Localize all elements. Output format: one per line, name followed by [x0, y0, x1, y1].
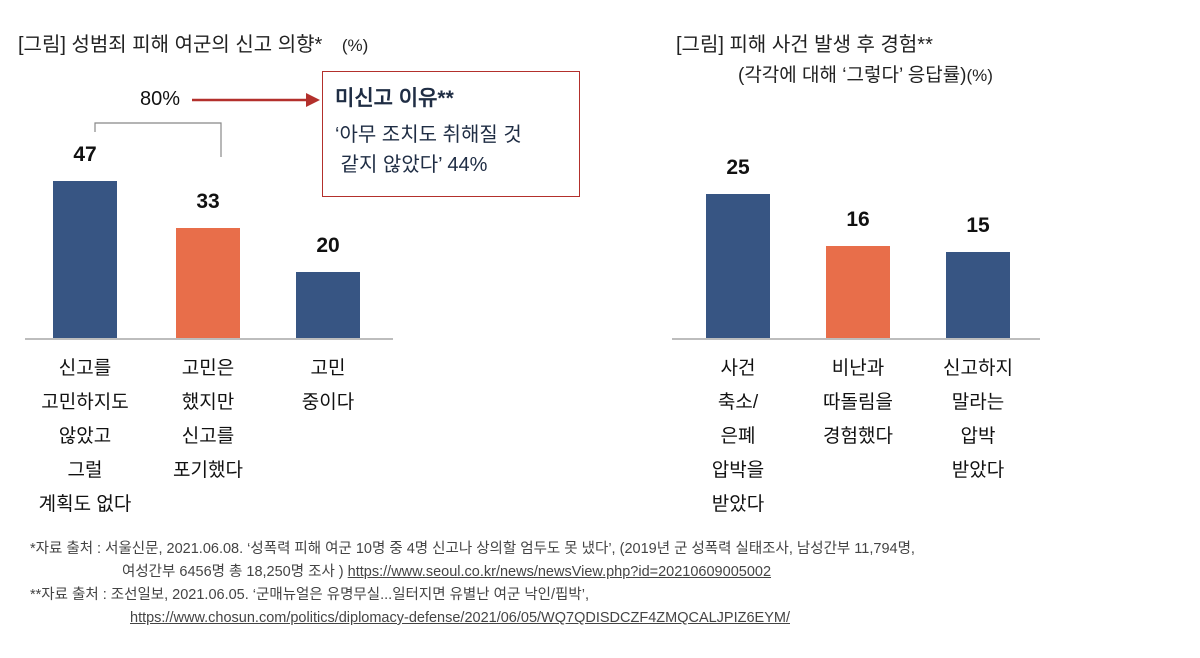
- arrow-head-icon: [306, 93, 320, 107]
- value-label: 16: [846, 208, 870, 232]
- footnotes: *자료 출처 : 서울신문, 2021.06.08. ‘성폭력 피해 여군 10…: [30, 538, 915, 630]
- callout-box: 미신고 이유** ‘아무 조치도 취해질 것 같지 않았다’ 44%: [322, 71, 580, 197]
- category-label: 비난과 따돌림을 경험했다: [823, 358, 893, 447]
- footnote-1-line1: *자료 출처 : 서울신문, 2021.06.08. ‘성폭력 피해 여군 10…: [30, 541, 915, 557]
- left-baseline: [25, 338, 393, 340]
- category-label: 신고를 고민하지도 않았고 그럴 계획도 없다: [38, 358, 132, 515]
- bar: [296, 271, 360, 339]
- value-label: 20: [316, 233, 340, 257]
- bar: [946, 252, 1010, 339]
- callout-title: 미신고 이유**: [335, 87, 454, 110]
- value-label: 15: [966, 214, 990, 237]
- left-chart-title: [그림] 성범죄 피해 여군의 신고 의향* (%): [18, 28, 368, 57]
- left-unit: (%): [341, 36, 369, 55]
- category-label: 사건 축소/ 은폐 압박을 받았다: [711, 358, 765, 515]
- right-baseline: [672, 338, 1040, 340]
- right-chart-title: [그림] 피해 사건 발생 후 경험**: [676, 34, 933, 56]
- left-title-text: [그림] 성범죄 피해 여군의 신고 의향*: [18, 34, 323, 56]
- category-label: 고민은 했지만 신고를 포기했다: [173, 358, 243, 481]
- bar: [53, 181, 117, 339]
- footnote-2-line1: **자료 출처 : 조선일보, 2021.06.05. ‘군매뉴얼은 유명무실.…: [30, 587, 589, 603]
- category-label: 신고하지 말라는 압박 받았다: [943, 358, 1013, 481]
- bracket-and-arrow: [94, 93, 320, 157]
- right-subtitle-text: (각각에 대해 ‘그렇다’ 응답률): [738, 65, 967, 86]
- value-label: 33: [196, 190, 220, 214]
- callout-text-2: 같지 않았다’ 44%: [335, 154, 488, 176]
- callout-text-1: ‘아무 조치도 취해질 것: [335, 124, 522, 146]
- bracket-line: [94, 122, 222, 157]
- bar: [706, 194, 770, 339]
- bar: [176, 228, 240, 339]
- right-unit: (%): [966, 66, 993, 85]
- value-label: 47: [73, 143, 97, 166]
- bracket-label: 80%: [140, 88, 181, 110]
- footnote-2-link[interactable]: https://www.chosun.com/politics/diplomac…: [130, 610, 790, 626]
- right-chart-subtitle: (각각에 대해 ‘그렇다’ 응답률)(%): [738, 60, 993, 87]
- value-label: 25: [726, 156, 750, 179]
- footnote-1-link[interactable]: https://www.seoul.co.kr/news/newsView.ph…: [347, 564, 772, 580]
- bar: [826, 246, 890, 339]
- category-label: 고민 중이다: [301, 358, 355, 413]
- footnote-1-line2: 여성간부 6456명 총 18,250명 조사 ): [122, 564, 348, 580]
